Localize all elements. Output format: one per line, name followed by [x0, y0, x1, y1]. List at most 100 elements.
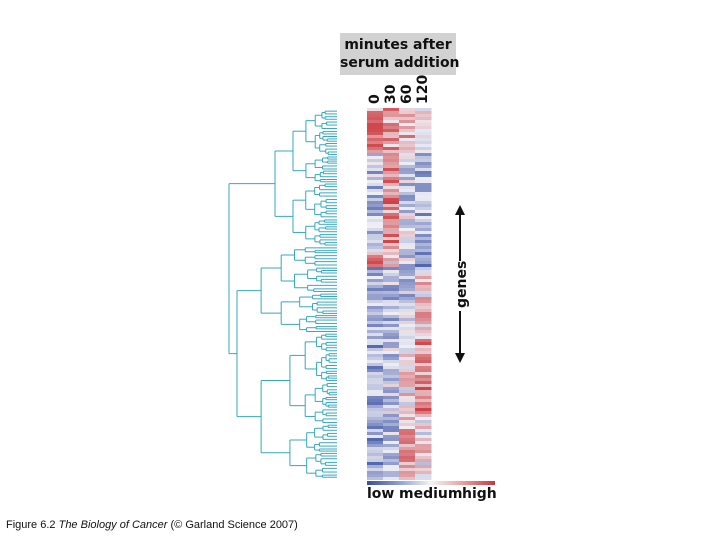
heatmap-cell [399, 417, 416, 421]
heatmap-cell [383, 156, 400, 160]
heatmap-cell [367, 216, 384, 220]
heatmap-cell [383, 216, 400, 220]
heatmap-cell [415, 336, 432, 340]
heatmap-cell [415, 240, 432, 244]
heatmap-cell [399, 186, 416, 190]
heatmap-cell [383, 390, 400, 394]
heatmap-cell [415, 447, 432, 451]
heatmap-cell [415, 399, 432, 403]
heatmap-cell [367, 420, 384, 424]
heatmap-cell [399, 423, 416, 427]
heatmap-cell [367, 183, 384, 187]
heatmap-cell [383, 192, 400, 196]
heatmap-cell [367, 405, 384, 409]
heatmap-cell [399, 141, 416, 145]
heatmap-cell [399, 459, 416, 463]
heatmap-cell [415, 426, 432, 430]
heatmap-cell [399, 237, 416, 241]
heatmap-cell [415, 354, 432, 358]
heatmap-cell [415, 357, 432, 361]
heatmap-cell [415, 150, 432, 154]
heatmap-cell [367, 369, 384, 373]
heatmap-cell [383, 462, 400, 466]
heatmap-cell [367, 426, 384, 430]
heatmap-cell [383, 264, 400, 268]
heatmap-cell [383, 225, 400, 229]
heatmap-cell [399, 381, 416, 385]
heatmap-cell [367, 477, 384, 480]
heatmap-cell [383, 375, 400, 379]
heatmap-cell [367, 123, 384, 127]
heatmap-cell [383, 126, 400, 130]
heatmap-cell [415, 441, 432, 445]
heatmap-cell [415, 267, 432, 271]
heatmap-cell [415, 387, 432, 391]
heatmap-cell [415, 129, 432, 133]
heatmap-cell [399, 183, 416, 187]
heatmap-cell [367, 342, 384, 346]
heatmap-cell [415, 198, 432, 202]
heatmap-cell [383, 411, 400, 415]
heatmap-cell [383, 366, 400, 370]
heatmap-cell [399, 432, 416, 436]
genes-axis-arrow [455, 205, 465, 363]
heatmap-cell [415, 474, 432, 478]
heatmap-cell [383, 303, 400, 307]
heatmap-cell [383, 222, 400, 226]
heatmap-cell [367, 462, 384, 466]
heatmap-cell [367, 261, 384, 265]
heatmap-cell [399, 408, 416, 412]
heatmap-cell [367, 165, 384, 169]
heatmap-cell [383, 345, 400, 349]
genes-axis-label: genes [454, 260, 470, 308]
heatmap-cell [383, 372, 400, 376]
heatmap-cell [399, 393, 416, 397]
heatmap-cell [399, 396, 416, 400]
heatmap-cell [367, 114, 384, 118]
heatmap-cell [399, 243, 416, 247]
heatmap-cell [383, 336, 400, 340]
heatmap-cell [367, 228, 384, 232]
heatmap-cell [415, 273, 432, 277]
heatmap-cell [383, 393, 400, 397]
heatmap-cell [383, 474, 400, 478]
heatmap-cell [367, 159, 384, 163]
heatmap-cell [415, 162, 432, 166]
heatmap-cell [383, 450, 400, 454]
heatmap-cell [383, 438, 400, 442]
heatmap-cell [399, 222, 416, 226]
heatmap-cell [399, 111, 416, 115]
heatmap-cell [399, 453, 416, 457]
expression-heatmap [367, 108, 432, 480]
heatmap-cell [367, 357, 384, 361]
heatmap-cell [399, 117, 416, 121]
heatmap-cell [383, 405, 400, 409]
heatmap-cell [367, 390, 384, 394]
heatmap-cell [367, 417, 384, 421]
heatmap-cell [415, 156, 432, 160]
heatmap-cell [399, 369, 416, 373]
heatmap-cell [399, 150, 416, 154]
heatmap-cell [367, 126, 384, 130]
heatmap-cell [367, 168, 384, 172]
heatmap-cell [367, 270, 384, 274]
heatmap-cell [415, 432, 432, 436]
heatmap-cell [399, 129, 416, 133]
heatmap-cell [367, 363, 384, 367]
heatmap-cell [399, 303, 416, 307]
heatmap-cell [367, 453, 384, 457]
heatmap-cell [367, 111, 384, 115]
heatmap-cell [399, 333, 416, 337]
heatmap-cell [383, 396, 400, 400]
heatmap-cell [415, 315, 432, 319]
heatmap-cell [415, 420, 432, 424]
heatmap-cell [399, 324, 416, 328]
heatmap-cell [399, 156, 416, 160]
heatmap-cell [367, 444, 384, 448]
heatmap-cell [415, 123, 432, 127]
heatmap-cell [383, 117, 400, 121]
heatmap-cell [399, 468, 416, 472]
heatmap-cell [399, 159, 416, 163]
heatmap-cell [383, 414, 400, 418]
heatmap-cell [383, 384, 400, 388]
